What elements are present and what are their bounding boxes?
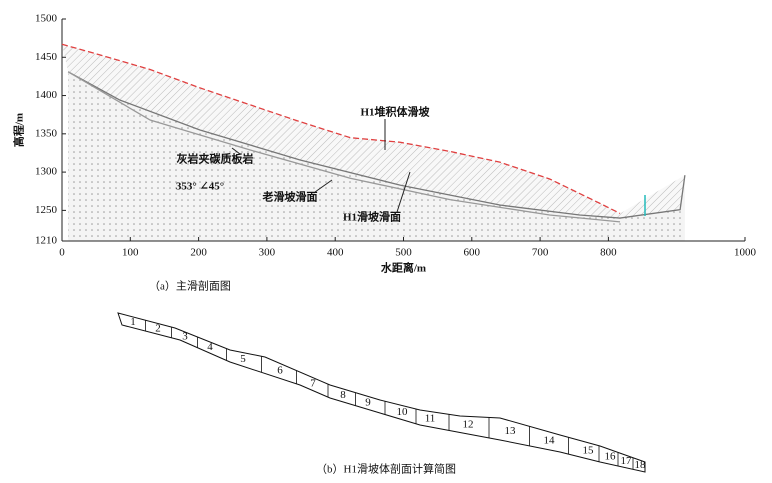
annotation: H1堆积体滑坡: [360, 105, 430, 119]
slice-label: 3: [182, 331, 188, 343]
slice-label: 7: [310, 378, 316, 390]
y-axis-label: 高程/m: [12, 113, 26, 147]
slice-label: 12: [463, 419, 474, 431]
slice-label: 6: [277, 364, 283, 376]
slice-label: 11: [425, 413, 436, 425]
slice-label: 2: [155, 322, 161, 334]
slice-label: 1: [130, 316, 136, 328]
profile-line: [61, 43, 621, 215]
x-tick-label: 400: [327, 247, 344, 259]
y-tick-label: 1400: [35, 89, 58, 101]
y-tick-label: 1500: [35, 13, 58, 25]
x-axis-label: 水距离/m: [381, 261, 426, 275]
annotation: H1滑坡滑面: [343, 210, 401, 224]
x-tick-label: 500: [395, 247, 412, 259]
bedrock-fill: [68, 71, 685, 242]
slice-label: 10: [397, 406, 409, 418]
leader-line: [396, 171, 411, 213]
leader-line: [314, 179, 333, 193]
slice-label: 18: [635, 459, 647, 471]
y-tick-label: 1250: [35, 204, 58, 216]
caption-a: （a）主滑剖面图: [149, 279, 231, 293]
x-tick-label: 800: [600, 247, 617, 259]
y-tick-label: 1450: [35, 51, 58, 63]
slice-label: 14: [544, 434, 556, 446]
annotation: 老滑坡滑面: [262, 190, 318, 204]
leader-line: [231, 147, 241, 155]
y-tick-label: 1350: [35, 127, 58, 139]
x-tick-label: 1000: [734, 247, 757, 259]
annotation: 灰岩夹碳质板岩: [177, 152, 254, 166]
slice-label: 8: [340, 389, 346, 401]
x-tick-label: 100: [122, 247, 139, 259]
y-tick-label: 1210: [35, 235, 58, 247]
x-tick-label: 700: [532, 247, 549, 259]
x-tick-label: 300: [259, 247, 276, 259]
slice-label: 9: [365, 396, 371, 408]
x-tick-label: 0: [59, 247, 65, 259]
y-tick-label: 1300: [35, 166, 58, 178]
slice-label: 15: [583, 444, 595, 456]
annotation: 353° ∠45°: [176, 181, 224, 193]
caption-b: （b）H1滑坡体剖面计算简图: [316, 462, 456, 476]
deposit-fill: [62, 44, 685, 219]
slice-label: 17: [621, 455, 633, 467]
profile-chart: 0 100 200 300 400 500 600 700 800 1000 1210 1250 130…: [12, 13, 757, 275]
slice-label: 13: [505, 425, 517, 437]
slice-label: 16: [605, 450, 617, 462]
x-tick-label: 600: [464, 247, 481, 259]
slice-label: 4: [207, 341, 213, 353]
slice-outline: [117, 312, 646, 473]
profile-line: [67, 71, 621, 223]
x-tick-label: 200: [190, 247, 207, 259]
slice-label: 5: [240, 353, 246, 365]
profile-line: [67, 71, 686, 219]
